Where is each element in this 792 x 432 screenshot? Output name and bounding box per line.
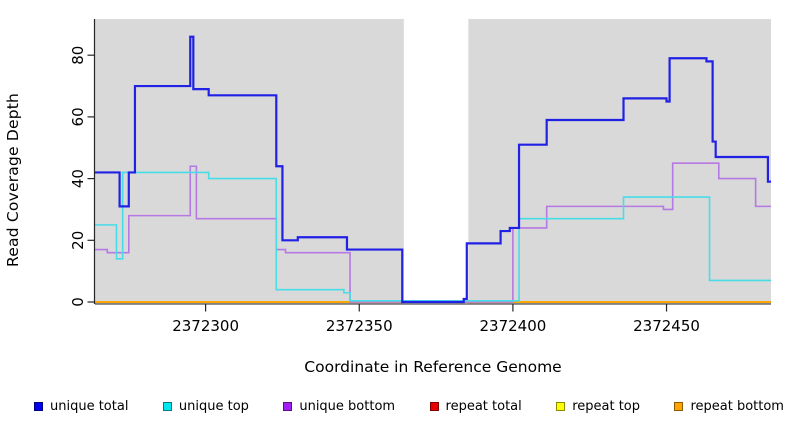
x-tick-label: 2372300 (172, 317, 239, 335)
masked-gap-region (403, 19, 469, 304)
legend-swatch-icon (556, 402, 566, 411)
x-axis-title: Coordinate in Reference Genome (304, 358, 562, 376)
legend-item-unique-total: unique total (34, 399, 128, 414)
legend-swatch-icon (283, 402, 293, 411)
x-tick-label: 2372450 (633, 317, 700, 335)
legend-label: unique top (178, 399, 249, 414)
y-axis-title: Read Coverage Depth (4, 92, 22, 268)
legend-swatch-icon (162, 402, 172, 411)
y-tick-label: 60 (69, 107, 87, 126)
y-tick-label: 80 (69, 46, 87, 65)
plot-background (95, 19, 771, 304)
legend-label: unique bottom (299, 399, 396, 414)
series-line-unique-total (95, 35, 771, 304)
legend-swatch-icon (674, 402, 684, 411)
legend-item-unique-bottom: unique bottom (283, 399, 395, 414)
legend-label: repeat top (572, 399, 640, 414)
legend-label: unique total (50, 399, 129, 414)
legend-label: repeat bottom (690, 399, 784, 414)
series-line-unique-bottom (95, 162, 771, 303)
legend-label: repeat total (445, 399, 522, 414)
series-lines (95, 35, 771, 304)
series-line-unique-top (95, 171, 771, 302)
legend-swatch-icon (429, 402, 439, 411)
legend-item-repeat-top: repeat top (556, 399, 640, 414)
axes: 0 20 40 60 80 2372300 2372350 2372400 2372450 (69, 19, 771, 335)
x-tick-label: 2372350 (326, 317, 393, 335)
y-tick-label: 20 (69, 231, 87, 250)
y-tick-label: 0 (69, 297, 87, 307)
legend: unique total unique top unique bottom repea… (34, 399, 784, 414)
x-tick-label: 2372400 (479, 317, 546, 335)
legend-swatch-icon (34, 402, 43, 411)
y-tick-label: 40 (69, 169, 87, 188)
legend-item-repeat-bottom: repeat bottom (674, 399, 784, 414)
legend-item-unique-top: unique top (162, 399, 249, 414)
legend-item-repeat-total: repeat total (429, 399, 522, 414)
